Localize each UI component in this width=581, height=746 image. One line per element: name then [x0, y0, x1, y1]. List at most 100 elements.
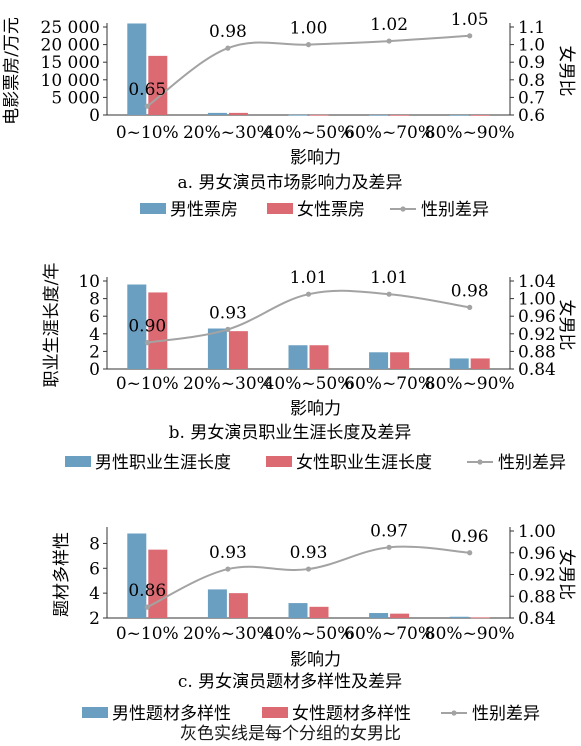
bar-male: [208, 589, 227, 618]
y2-tick-label: 1.1: [518, 18, 545, 38]
legend-marker-ratio: [451, 710, 456, 715]
y-tick-label: 4: [89, 584, 100, 604]
chart-panel-3: 24680.840.880.920.961.000~10% 20%~30%40%~…: [52, 521, 576, 724]
bar-female: [310, 607, 329, 618]
legend-label: 性别差异: [421, 200, 489, 220]
bar-female: [390, 352, 409, 369]
legend-label: 女性职业生涯长度: [296, 453, 432, 473]
x-tick-label: 80%~90%: [425, 374, 515, 394]
y-tick-label: 4: [89, 325, 100, 345]
ratio-data-label: 1.02: [370, 15, 408, 35]
bar-female: [471, 358, 490, 369]
ratio-point: [467, 550, 472, 555]
legend-swatch-male: [82, 707, 108, 718]
bar-male: [127, 533, 146, 618]
legend-swatch-male: [140, 203, 166, 214]
y-tick-label: 8: [89, 290, 100, 310]
bar-female: [229, 593, 248, 618]
x-tick-label: 80%~90%: [425, 123, 515, 143]
ratio-point: [306, 566, 311, 571]
ratio-data-label: 0.96: [451, 527, 489, 547]
y2-tick-label: 0.88: [518, 342, 556, 362]
legend-swatch-male: [65, 456, 91, 467]
ratio-point: [467, 305, 472, 310]
y-tick-label: 0: [89, 360, 100, 380]
ratio-point: [145, 340, 150, 345]
bar-female: [471, 617, 490, 618]
y2-tick-label: 0.7: [518, 88, 545, 108]
bar-male: [127, 23, 146, 115]
ratio-point: [145, 104, 150, 109]
bar-male: [289, 115, 308, 116]
y2-axis-title: 女男比: [556, 46, 576, 97]
y-tick-label: 8: [89, 534, 100, 554]
y2-tick-label: 0.92: [518, 325, 556, 345]
x-tick-label: 60%~70%: [344, 374, 434, 394]
y2-tick-label: 1.04: [518, 272, 556, 292]
ratio-point: [225, 327, 230, 332]
y-tick-label: 0: [89, 106, 100, 126]
y-tick-label: 20 000: [41, 36, 100, 56]
chart-title: b. 男女演员职业生涯长度及差异: [169, 423, 412, 443]
bar-male: [450, 358, 469, 369]
bar-female: [471, 115, 490, 116]
legend-swatch-female: [262, 707, 288, 718]
ratio-data-label: 0.97: [370, 521, 408, 541]
bar-female: [229, 113, 248, 115]
legend-label: 男性票房: [170, 200, 238, 220]
y2-tick-label: 0.92: [518, 566, 556, 586]
x-tick-label: 80%~90%: [425, 624, 515, 644]
bar-female: [390, 115, 409, 116]
ratio-data-label: 1.00: [290, 19, 328, 39]
bar-female: [229, 331, 248, 369]
ratio-data-label: 0.93: [290, 543, 328, 563]
bar-male: [369, 613, 388, 618]
legend-label: 女性票房: [297, 200, 365, 220]
y-tick-label: 6: [89, 307, 100, 327]
bar-male: [450, 115, 469, 116]
x-tick-label: 0~10%: [116, 624, 179, 644]
ratio-point: [225, 566, 230, 571]
bar-male: [208, 113, 227, 115]
y2-tick-label: 0.88: [518, 587, 556, 607]
x-axis-title: 影响力: [290, 399, 341, 419]
ratio-point: [225, 46, 230, 51]
y-tick-label: 2: [89, 609, 100, 629]
y-axis-title: 电影票房/万元: [2, 17, 22, 125]
ratio-data-label: 0.90: [128, 317, 166, 337]
ratio-point: [467, 33, 472, 38]
x-tick-label: 40%~50%: [264, 624, 354, 644]
y2-axis-title: 女男比: [556, 549, 576, 600]
ratio-data-label: 0.93: [209, 543, 247, 563]
ratio-data-label: 1.05: [451, 10, 489, 30]
bar-male: [289, 603, 308, 618]
y2-tick-label: 0.84: [518, 609, 556, 629]
y2-tick-label: 0.9: [518, 53, 545, 73]
y2-axis-title: 女男比: [556, 300, 576, 351]
y-tick-label: 10: [78, 272, 100, 292]
y2-tick-label: 0.96: [518, 307, 556, 327]
y-tick-label: 6: [89, 559, 100, 579]
y-tick-label: 15 000: [41, 53, 100, 73]
legend: 男性票房 女性票房 性别差异: [140, 200, 489, 220]
chart-title: a. 男女演员市场影响力及差异: [178, 173, 403, 193]
legend: 男性职业生涯长度 女性职业生涯长度 性别差异: [65, 453, 566, 473]
y-tick-label: 5 000: [51, 88, 100, 108]
legend-marker-ratio: [477, 459, 482, 464]
ratio-point: [387, 545, 392, 550]
legend-swatch-female: [266, 456, 292, 467]
x-tick-label: 20%~30%: [183, 374, 273, 394]
y2-tick-label: 1.00: [518, 290, 556, 310]
ratio-point: [387, 292, 392, 297]
x-tick-label: 40%~50%: [264, 123, 354, 143]
chart-title: c. 男女演员题材多样性及差异: [178, 672, 402, 692]
y2-tick-label: 1.0: [518, 36, 545, 56]
x-axis-title: 影响力: [290, 650, 341, 670]
y2-tick-label: 0.8: [518, 71, 545, 91]
x-axis-title: 影响力: [290, 148, 341, 168]
bar-female: [390, 614, 409, 618]
x-tick-label: 60%~70%: [344, 624, 434, 644]
legend-label: 性别差异: [498, 453, 566, 473]
